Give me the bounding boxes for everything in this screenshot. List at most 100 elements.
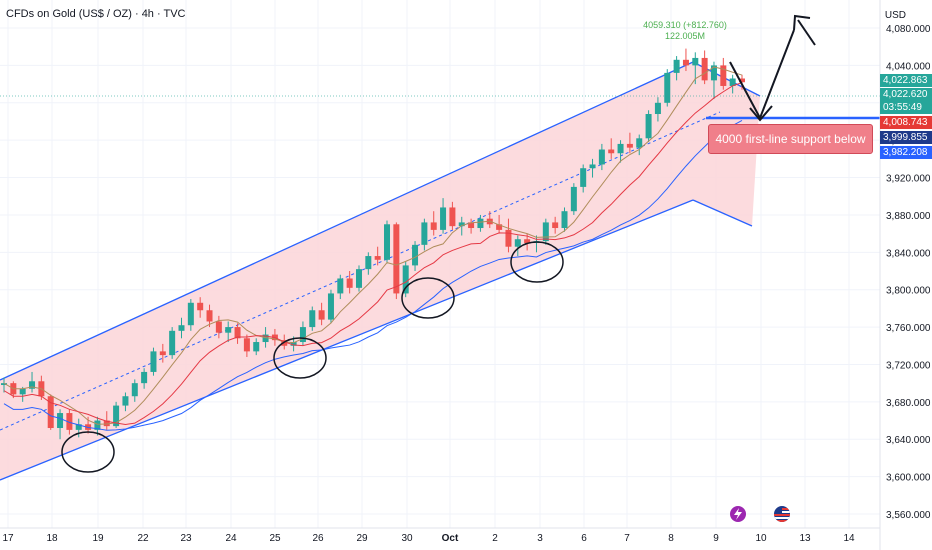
candle-body xyxy=(253,342,260,352)
candle-body xyxy=(664,72,671,103)
x-axis-tick: 7 xyxy=(624,533,630,544)
x-axis-tick: 22 xyxy=(137,533,149,544)
flag-glyph xyxy=(774,508,790,522)
candle-body xyxy=(636,138,643,148)
candle-body xyxy=(178,325,185,331)
candle-body xyxy=(477,218,484,229)
candle-body xyxy=(673,59,680,73)
candle-body xyxy=(552,222,559,229)
candle-body xyxy=(384,224,391,260)
us-flag-icon[interactable] xyxy=(774,506,790,522)
x-axis-tick: 2 xyxy=(492,533,498,544)
channel-lower-line xyxy=(0,199,694,481)
x-axis-tick: 8 xyxy=(668,533,674,544)
candle-body xyxy=(739,78,745,83)
lightning-icon[interactable] xyxy=(730,506,746,522)
x-axis-tick: 17 xyxy=(2,533,14,544)
candle-body xyxy=(458,222,465,227)
y-axis-tick: 3,760.000 xyxy=(886,323,931,334)
candle-body xyxy=(225,327,232,333)
y-axis-tick: 4,040.000 xyxy=(886,61,931,72)
measure-label: 4059.310 (+812.760) 122.005M xyxy=(630,20,740,42)
candle-body xyxy=(122,396,129,406)
candle-body xyxy=(281,340,288,346)
x-axis-tick: 14 xyxy=(843,533,855,544)
candle-body xyxy=(19,388,26,395)
x-axis-tick: 3 xyxy=(537,533,543,544)
candle-body xyxy=(701,57,708,81)
candle-body xyxy=(570,186,577,212)
x-axis-tick: 30 xyxy=(401,533,413,544)
candle-body xyxy=(692,57,699,66)
candle-body xyxy=(355,269,362,288)
candle-body xyxy=(113,405,120,427)
candle-body xyxy=(496,224,503,230)
symbol-title[interactable]: CFDs on Gold (US$ / OZ) · 4h · TVC xyxy=(6,8,186,20)
candle-body xyxy=(290,342,297,346)
x-axis-tick: 19 xyxy=(92,533,104,544)
candle-body xyxy=(654,102,661,115)
candle-body xyxy=(131,383,138,397)
candle-body xyxy=(150,351,157,372)
highlight-circle xyxy=(401,277,455,319)
arrow-head-a xyxy=(797,19,816,46)
candle-body xyxy=(514,239,521,247)
candle-body xyxy=(402,265,409,294)
price-tag-ma-red: 4,008.743 xyxy=(880,116,932,129)
price-tag-ma-blue: 3,982.208 xyxy=(880,146,932,159)
candle-body xyxy=(710,65,717,81)
candle-body xyxy=(589,164,596,169)
x-axis-tick: 25 xyxy=(269,533,281,544)
candle-body xyxy=(542,222,549,242)
y-axis-tick: 3,720.000 xyxy=(886,360,931,371)
currency-label[interactable]: USD xyxy=(884,10,906,21)
candle-body xyxy=(440,207,447,230)
candle-body xyxy=(421,222,428,245)
candle-body xyxy=(561,211,568,229)
candle-body xyxy=(580,168,587,187)
candle-body xyxy=(206,310,213,322)
y-axis-tick: 3,840.000 xyxy=(886,248,931,259)
candle-body xyxy=(47,396,54,429)
channel-mid-line xyxy=(0,111,721,431)
candle-body xyxy=(318,310,325,320)
candle-body xyxy=(57,413,64,429)
candle-body xyxy=(66,413,73,430)
candle-body xyxy=(626,143,633,148)
lightning-glyph xyxy=(734,508,742,520)
ma-mid-line xyxy=(3,82,743,425)
y-axis-tick: 3,640.000 xyxy=(886,435,931,446)
highlight-circle xyxy=(273,337,327,379)
candle-body xyxy=(215,321,222,333)
candle-body xyxy=(103,420,110,427)
y-axis-tick: 3,600.000 xyxy=(886,473,931,484)
candle-body xyxy=(393,224,400,294)
candle-body xyxy=(141,371,148,384)
candle-body xyxy=(430,222,437,230)
candle-body xyxy=(243,338,250,352)
x-axis-tick: 26 xyxy=(312,533,324,544)
candle-body xyxy=(169,330,176,356)
x-axis-tick: 13 xyxy=(799,533,811,544)
candle-body xyxy=(729,78,736,86)
x-axis-tick: 18 xyxy=(46,533,58,544)
candle-body xyxy=(365,256,372,270)
candle-body xyxy=(374,256,381,260)
candle-body xyxy=(1,383,7,386)
candle-body xyxy=(187,302,194,326)
projection-arrow xyxy=(729,29,795,121)
price-tag-support: 3,999.855 xyxy=(880,131,932,144)
candle-body xyxy=(262,334,269,343)
candle-body xyxy=(505,229,512,247)
x-axis-tick: 23 xyxy=(180,533,192,544)
price-tag-high: 4,022.863 xyxy=(880,74,932,87)
x-axis-tick: 6 xyxy=(581,533,587,544)
arrow-head-down xyxy=(749,105,773,122)
channel-lower-ext xyxy=(692,199,753,227)
support-callout[interactable]: 4000 first-line support below xyxy=(708,124,873,154)
countdown-tag: 03:55:49 xyxy=(880,101,932,114)
candle-body xyxy=(412,244,419,266)
candle-body xyxy=(720,65,727,86)
